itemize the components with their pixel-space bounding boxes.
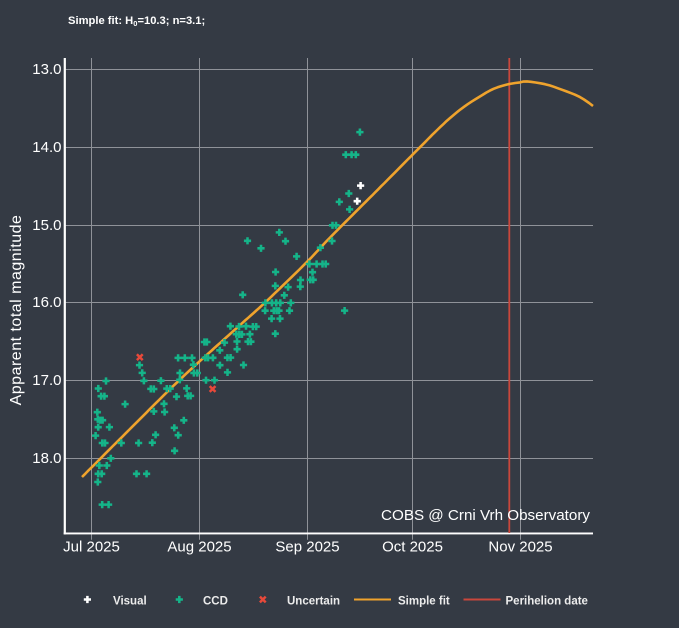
svg-text:Simple fit: Simple fit [398, 596, 450, 608]
svg-text:Apparent total magnitude: Apparent total magnitude [8, 215, 25, 406]
svg-text:17.0: 17.0 [32, 372, 61, 389]
svg-text:CCD: CCD [203, 596, 228, 608]
svg-text:Perihelion date: Perihelion date [506, 596, 588, 608]
svg-text:16.0: 16.0 [32, 294, 61, 311]
svg-text:14.0: 14.0 [32, 139, 61, 156]
svg-text:Oct 2025: Oct 2025 [382, 539, 443, 556]
svg-text:Aug 2025: Aug 2025 [167, 539, 231, 556]
svg-text:Simple fit: H0=10.3; n=3.1;: Simple fit: H0=10.3; n=3.1; [68, 15, 205, 28]
svg-text:Jul 2025: Jul 2025 [63, 539, 120, 556]
svg-text:COBS @ Crni Vrh Observatory: COBS @ Crni Vrh Observatory [381, 507, 590, 524]
svg-text:13.0: 13.0 [32, 61, 61, 78]
svg-text:Visual: Visual [113, 596, 147, 608]
svg-text:Nov 2025: Nov 2025 [488, 539, 552, 556]
svg-text:Uncertain: Uncertain [287, 596, 340, 608]
svg-text:Sep 2025: Sep 2025 [275, 539, 339, 556]
svg-text:15.0: 15.0 [32, 217, 61, 234]
svg-text:18.0: 18.0 [32, 450, 61, 467]
